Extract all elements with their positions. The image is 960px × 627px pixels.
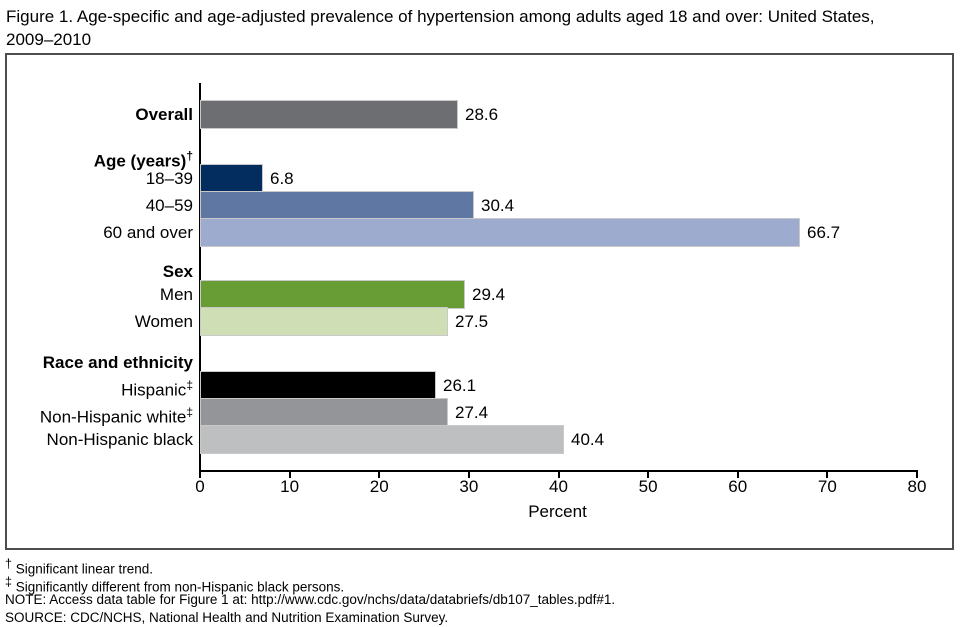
- category-label: 40–59: [145, 196, 193, 215]
- axis-tick: [736, 472, 739, 478]
- y-axis-line: [199, 83, 201, 472]
- tick-label: 60: [728, 477, 748, 496]
- category-label: 18–39: [145, 169, 193, 188]
- axis-tick: [916, 472, 918, 478]
- axis-tick: [467, 472, 470, 478]
- axis-tick: [288, 472, 291, 478]
- bar: [201, 308, 447, 335]
- x-axis-line: [199, 470, 918, 472]
- axis-tick: [826, 472, 829, 478]
- tick-label: 0: [195, 477, 205, 496]
- bar: [201, 192, 473, 219]
- bar: [201, 426, 563, 453]
- footnotes: † Significant linear trend. ‡ Significant…: [5, 555, 615, 627]
- tick-label: 50: [638, 477, 658, 496]
- bar: [201, 399, 447, 426]
- group-header: Sex: [162, 262, 193, 281]
- axis-tick: [557, 472, 560, 478]
- bar-value-label: 6.8: [270, 169, 294, 188]
- tick-label: 80: [907, 477, 927, 496]
- figure-title: Figure 1. Age-specific and age-adjusted …: [6, 5, 875, 51]
- footnote-line: NOTE: Access data table for Figure 1 at:…: [5, 592, 616, 607]
- category-label: Men: [159, 285, 193, 304]
- bar-value-label: 40.4: [571, 430, 605, 449]
- plot-area: 0 10 20 30 40 50 60 70 80 Percent Overall 28.6 Age (…: [7, 55, 952, 548]
- bar: [201, 281, 464, 308]
- category-label: 60 and over: [103, 223, 193, 242]
- tick-label: 40: [549, 477, 568, 496]
- category-label: Non-Hispanic black: [46, 430, 193, 449]
- category-label: Hispanic‡: [121, 378, 193, 400]
- bar-value-label: 30.4: [481, 196, 515, 215]
- bar-value-label: 28.6: [465, 105, 499, 124]
- axis-tick: [647, 472, 650, 478]
- bar-value-label: 27.4: [455, 403, 489, 422]
- bar-value-label: 26.1: [443, 376, 477, 395]
- bar: [201, 372, 435, 399]
- bar-value-label: 27.5: [455, 312, 489, 331]
- group-header: Age (years)†: [93, 149, 193, 171]
- tick-label: 10: [280, 477, 300, 496]
- category-label: Overall: [135, 105, 193, 124]
- bar: [201, 219, 799, 246]
- axis-tick: [199, 472, 201, 478]
- tick-label: 30: [459, 477, 479, 496]
- bar: [201, 101, 457, 128]
- axis-tick: [378, 472, 381, 478]
- category-label: Women: [134, 312, 193, 331]
- footnote-line: ‡ Significantly different from non-Hispa…: [5, 575, 345, 595]
- figure-title-line1: Figure 1. Age-specific and age-adjusted …: [6, 7, 875, 26]
- chart-frame: 0 10 20 30 40 50 60 70 80 Percent Overall 28.6 Age (…: [5, 53, 954, 550]
- bar-value-label: 66.7: [807, 223, 841, 242]
- category-label: Non-Hispanic white‡: [39, 405, 193, 427]
- tick-label: 70: [817, 477, 837, 496]
- bar: [201, 165, 262, 192]
- x-axis-title: Percent: [528, 502, 587, 521]
- footnote-line: † Significant linear trend.: [5, 557, 154, 577]
- footnote-line: SOURCE: CDC/NCHS, National Health and Nu…: [5, 610, 449, 625]
- bar-value-label: 29.4: [472, 285, 506, 304]
- figure-title-line2: 2009–2010: [6, 30, 92, 49]
- tick-label: 20: [369, 477, 389, 496]
- group-header: Race and ethnicity: [42, 353, 193, 372]
